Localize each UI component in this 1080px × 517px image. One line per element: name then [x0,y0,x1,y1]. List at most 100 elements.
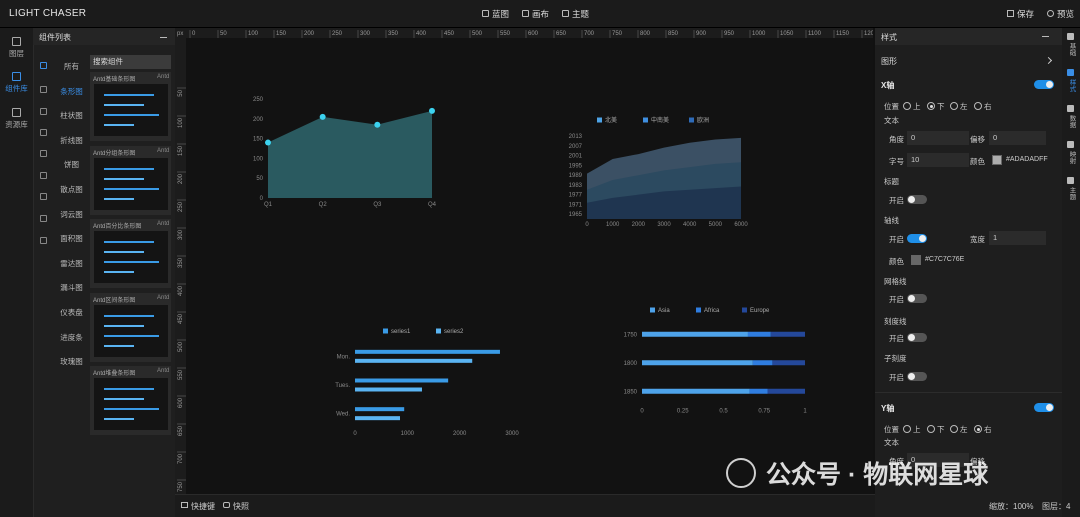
tool-button[interactable]: 主题 [572,9,590,19]
minimize[interactable] [160,37,167,38]
thumb-bar [104,197,134,200]
toggle[interactable] [1034,403,1054,412]
ruler-label: 1000 [752,31,766,37]
toggle[interactable] [907,234,927,243]
tab[interactable]: 映射 [1068,151,1075,164]
category-icon[interactable] [40,215,47,222]
color-swatch[interactable] [911,255,921,265]
component-card[interactable] [90,366,171,435]
legend-swatch [696,307,701,313]
snapshot-button[interactable]: 快照 [233,502,249,511]
category-icon[interactable] [40,62,47,69]
category[interactable]: 面积图 [60,234,83,244]
radio[interactable] [927,102,935,110]
card-title: Antd基础条形图 [93,77,136,83]
nav-item[interactable]: 组件库 [5,84,28,93]
category[interactable]: 柱状图 [60,111,83,121]
category[interactable]: 雷达图 [60,258,83,268]
component-card[interactable] [90,219,171,288]
component-card[interactable] [90,72,171,141]
tab[interactable]: 主题 [1068,187,1075,200]
component-card[interactable] [90,145,171,215]
action-button[interactable]: 预览 [1057,9,1075,19]
radio[interactable] [974,102,982,110]
bar-segment [749,388,768,394]
category-icon[interactable] [40,172,47,179]
shortcut-button[interactable]: 快捷键 [191,502,215,511]
ruler-label: 350 [178,257,184,268]
tool-icon [562,10,569,17]
ruler-label: 200 [178,173,184,184]
thumb-bar [104,261,159,263]
tab[interactable]: 数据 [1068,115,1075,128]
search-box[interactable]: 搜索组件 [90,55,171,69]
input[interactable]: 0 [989,131,1046,145]
minimize[interactable] [1042,36,1049,37]
radio[interactable] [974,425,982,433]
input[interactable]: 1 [989,231,1046,245]
ruler-label: 0 [192,31,196,37]
radio-label: 右 [984,425,992,434]
category-icon[interactable] [40,237,47,244]
input[interactable]: 10 [907,153,969,167]
y-tick-label: 2007 [569,144,583,150]
category-icon[interactable] [40,129,47,136]
category[interactable]: 散点图 [60,185,83,194]
x-tick-label: 1000 [401,431,415,437]
nav-rail [0,28,33,517]
color-swatch[interactable] [992,155,1002,165]
category[interactable]: 条形图 [60,86,83,96]
x-tick-label: 4000 [683,222,697,228]
radio[interactable] [903,102,911,110]
tool-button[interactable]: 画布 [532,9,550,19]
radio-label: 下 [937,102,945,111]
category-icon[interactable] [40,150,47,157]
radio[interactable] [903,425,911,433]
category[interactable]: 漏斗图 [60,283,83,293]
label: 位置 [884,425,899,434]
input[interactable]: 0 [907,453,969,467]
category-icon[interactable] [40,193,47,200]
nav-item[interactable]: 图层 [9,49,24,58]
ruler-label: 200 [304,31,315,37]
category[interactable]: 饼图 [64,160,79,170]
radio[interactable] [927,425,935,433]
category-icon[interactable] [40,108,47,115]
category[interactable]: 玫瑰图 [60,357,83,367]
toggle[interactable] [907,195,927,204]
thumb-bar [104,388,154,390]
legend-label: Africa [704,308,720,314]
input[interactable]: 0 [907,131,969,145]
toggle[interactable] [907,294,927,303]
radio[interactable] [950,102,958,110]
action-button[interactable]: 保存 [1017,9,1035,19]
x-tick-label: Q3 [373,202,382,208]
nav-icon [12,108,21,117]
label: 网格线 [884,277,907,286]
component-card[interactable] [90,292,171,362]
toggle[interactable] [1034,80,1054,89]
tool-button[interactable]: 蓝图 [492,9,510,19]
tab[interactable]: 基础 [1068,43,1075,56]
nav-item[interactable]: 资源库 [5,120,28,129]
category-icon[interactable] [40,86,47,93]
toggle[interactable] [907,333,927,342]
bar-segment [642,360,753,366]
radio-label: 左 [960,102,968,111]
section-link[interactable]: 图形 [881,57,897,66]
category[interactable]: 词云图 [60,209,83,219]
card-tag: Antd [157,294,170,301]
category[interactable]: 仪表盘 [60,308,83,317]
label: 标题 [884,177,899,186]
category[interactable]: 所有 [64,62,79,71]
label: 宽度 [970,235,985,244]
category-label: Wed. [336,412,350,418]
canvas-area [175,28,873,494]
card-thumbnail [94,231,168,283]
category[interactable]: 进度条 [60,332,83,342]
toggle[interactable] [907,372,927,381]
tab[interactable]: 样式 [1068,79,1075,92]
category[interactable]: 折线图 [60,135,83,145]
radio[interactable] [950,425,958,433]
x-tick-label: 0.25 [677,409,689,415]
